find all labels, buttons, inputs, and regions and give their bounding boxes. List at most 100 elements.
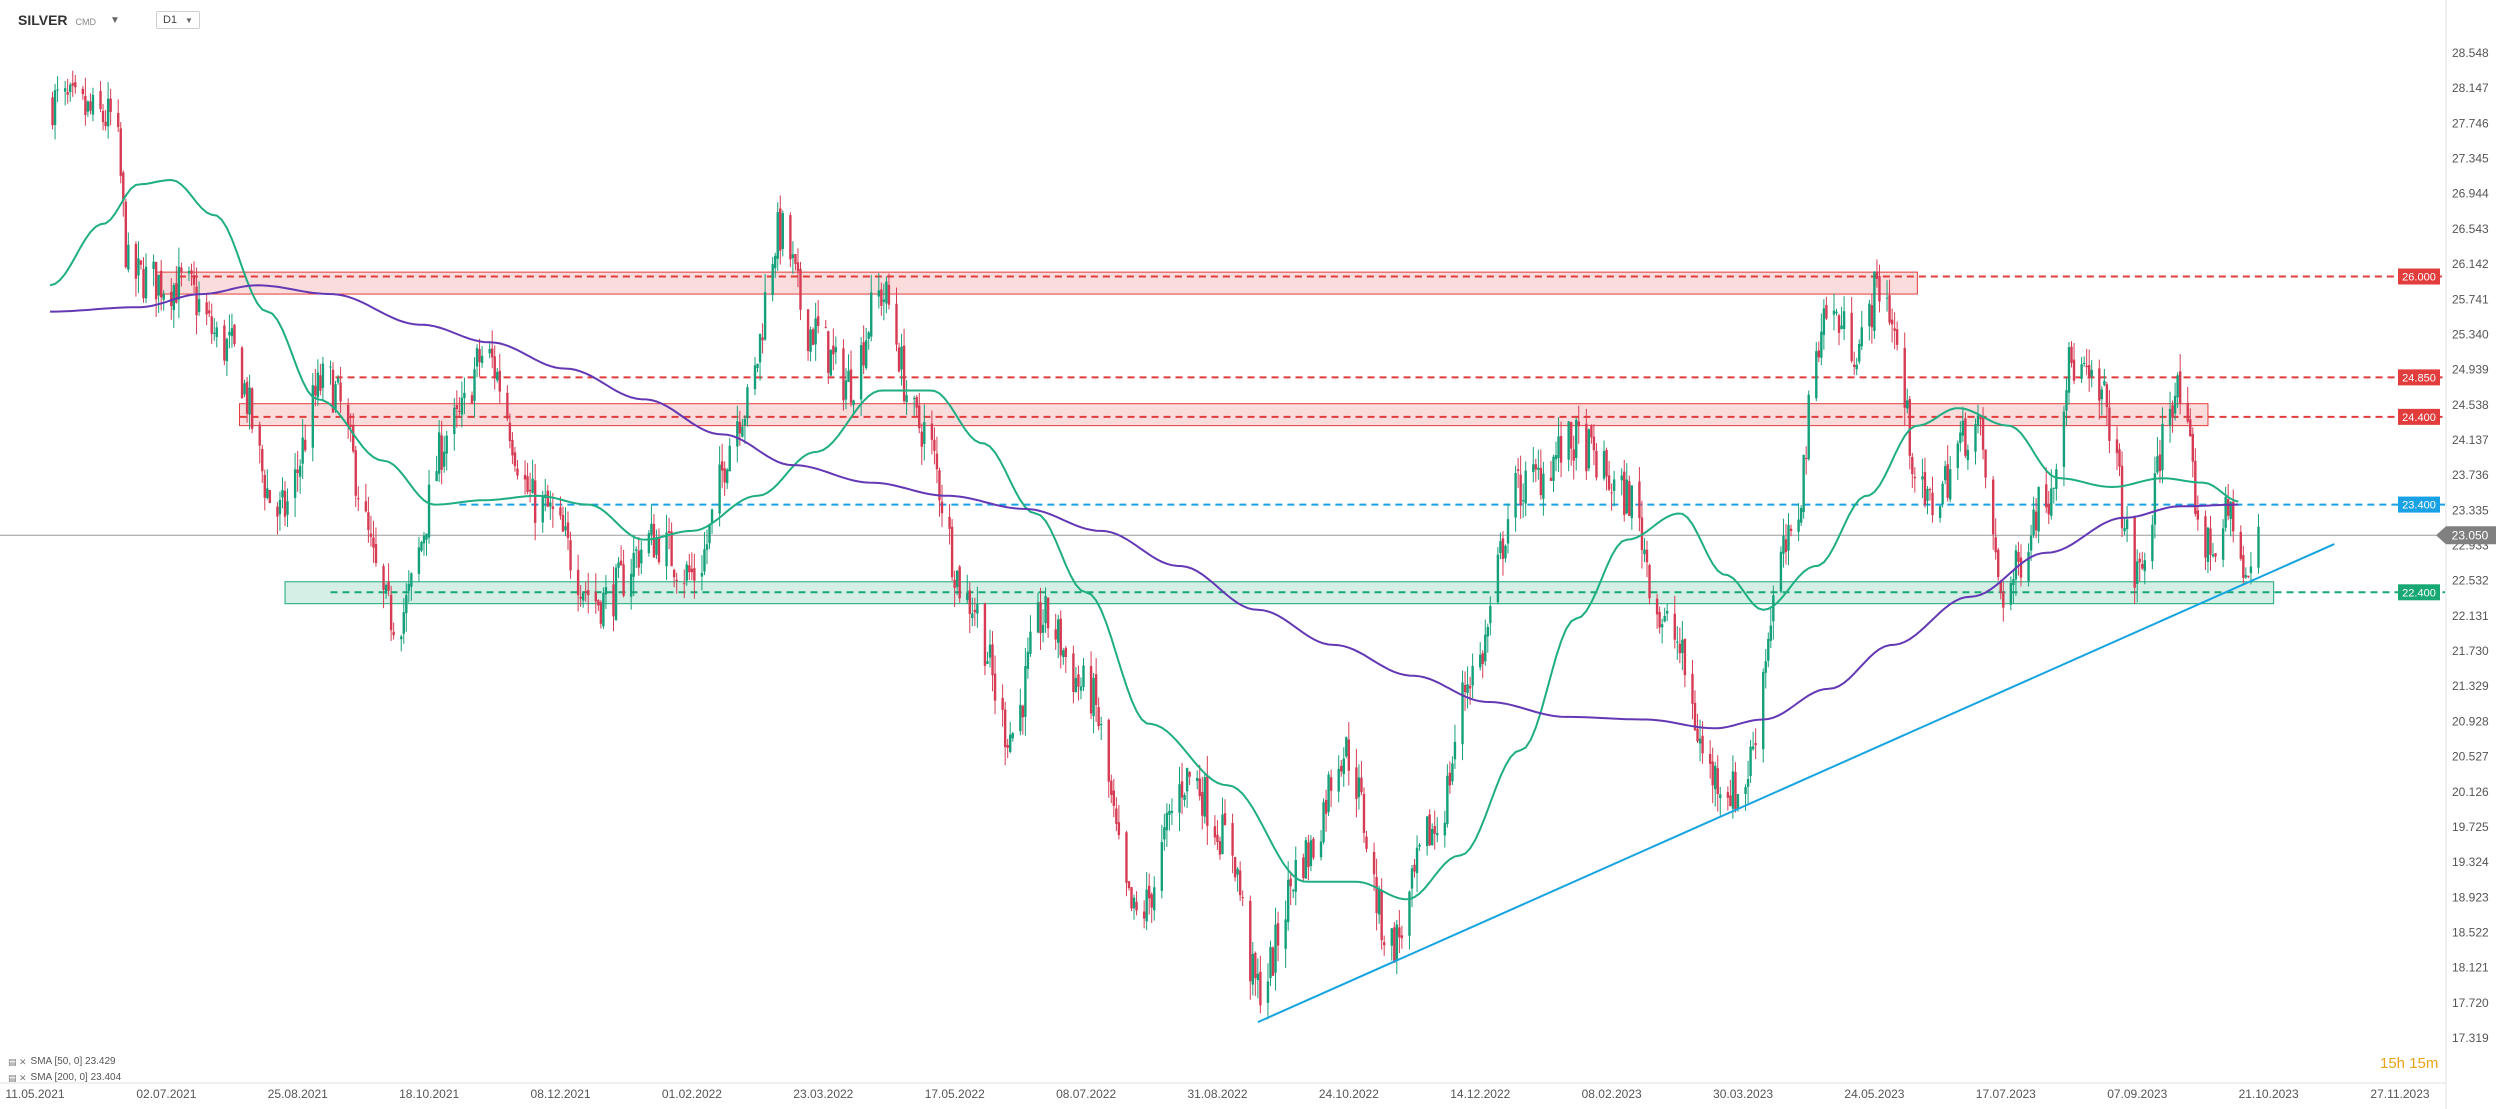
price-tick-label: 20.527: [2452, 750, 2489, 764]
candle-body-520: [1888, 295, 1891, 323]
candle-body-476: [1731, 771, 1735, 809]
candle-body-28: [144, 266, 148, 299]
candle-body-141: [546, 490, 549, 507]
candle-body-215: [809, 329, 812, 352]
candle-body-82: [336, 378, 340, 383]
candle-body-147: [566, 522, 570, 539]
chevron-down-icon[interactable]: ▼: [110, 14, 120, 26]
candle-body-270: [1003, 709, 1007, 748]
candle-body-379: [1390, 928, 1393, 946]
candle-body-541: [1961, 420, 1965, 436]
candle-body-436: [1590, 425, 1593, 438]
candle-body-39: [187, 270, 191, 274]
candle-body-58: [250, 388, 254, 429]
candle-body-81: [334, 384, 337, 409]
candle-body-511: [1855, 364, 1858, 370]
candle-body-594: [2151, 524, 2154, 562]
candle-body-145: [561, 515, 565, 532]
candle-body-355: [1304, 840, 1308, 879]
candle-body-255: [950, 526, 954, 578]
candle-body-391: [1431, 828, 1434, 846]
candle-body-282: [1044, 596, 1047, 624]
candle-body-562: [2034, 511, 2038, 531]
candle-body-64: [276, 506, 279, 517]
time-tick-label: 31.08.2022: [1187, 1087, 1247, 1101]
candle-body-314: [1160, 842, 1164, 891]
candle-body-620: [2242, 555, 2245, 579]
candle-body-190: [720, 461, 724, 471]
timeframe-select[interactable]: D1 ▼: [155, 11, 200, 29]
candle-body-74: [311, 385, 314, 448]
candle-body-126: [493, 356, 496, 378]
candle-body-453: [1648, 565, 1651, 599]
candle-timer: 15h 15m: [2380, 1055, 2439, 1072]
legend-sma200[interactable]: ▤ ✕ SMA [200, 0] 23.404: [8, 1070, 121, 1086]
candle-body-167: [637, 550, 640, 568]
candle-body-392: [1433, 826, 1436, 834]
candle-body-83: [339, 382, 342, 402]
legend-sma50[interactable]: ▤ ✕ SMA [50, 0] 23.429: [8, 1054, 121, 1070]
candle-body-123: [480, 355, 484, 364]
settings-icon[interactable]: ▤ ✕: [8, 1073, 27, 1083]
candle-body-542: [1964, 418, 1967, 456]
candle-body-413: [1506, 519, 1510, 544]
candle-body-374: [1372, 851, 1376, 875]
candle-body-161: [617, 562, 620, 568]
instrument-symbol[interactable]: SILVER: [18, 12, 68, 28]
candle-body-150: [579, 596, 582, 599]
candle-body-281: [1041, 624, 1045, 633]
candle-body-295: [1092, 677, 1095, 717]
candle-body-44: [205, 302, 208, 315]
candle-body-24: [134, 243, 138, 279]
candle-body-596: [2156, 456, 2159, 473]
candle-body-241: [900, 346, 903, 370]
candle-body-41: [192, 275, 196, 285]
candle-body-387: [1415, 847, 1419, 874]
candle-body-309: [1142, 911, 1146, 919]
candle-body-494: [1797, 519, 1800, 532]
candle-body-220: [827, 331, 830, 373]
legend-sma200-label: SMA [200, 0] 23.404: [30, 1072, 122, 1083]
candle-body-59: [258, 424, 261, 446]
candle-body-76: [316, 372, 320, 398]
candle-body-116: [458, 410, 461, 412]
candle-body-402: [1468, 685, 1472, 689]
candle-body-146: [564, 526, 567, 531]
candle-body-290: [1074, 677, 1078, 693]
candle-body-235: [880, 289, 883, 306]
candle-body-426: [1554, 455, 1558, 460]
candle-body-308: [1135, 901, 1138, 911]
candle-body-114: [453, 407, 456, 435]
candle-body-176: [670, 531, 673, 567]
candle-body-216: [811, 329, 815, 345]
candle-body-416: [1519, 474, 1522, 506]
sma200-line: [50, 284, 2239, 730]
candle-body-90: [367, 512, 370, 531]
candle-body-323: [1188, 771, 1191, 777]
candle-body-316: [1165, 812, 1169, 831]
candle-body-37: [177, 266, 181, 300]
candle-body-305: [1127, 881, 1131, 888]
candle-body-401: [1466, 684, 1469, 694]
candle-body-371: [1360, 777, 1363, 793]
time-tick-label: 17.05.2022: [925, 1087, 985, 1101]
candle-body-23: [127, 244, 130, 270]
candle-body-571: [2067, 347, 2071, 393]
price-tick-label: 27.345: [2452, 152, 2489, 166]
candle-body-218: [816, 316, 820, 327]
candle-body-481: [1749, 746, 1752, 776]
candle-body-611: [2209, 528, 2212, 555]
candle-body-52: [230, 328, 234, 337]
candle-body-259: [966, 593, 969, 601]
candle-body-427: [1557, 436, 1560, 459]
candle-body-446: [1625, 479, 1628, 514]
candle-body-128: [498, 370, 501, 392]
time-tick-label: 27.11.2023: [2370, 1087, 2429, 1101]
candle-body-168: [640, 549, 643, 564]
candle-body-40: [190, 270, 193, 274]
candle-body-490: [1782, 535, 1785, 554]
candle-body-273: [1011, 733, 1014, 739]
candle-body-377: [1380, 890, 1383, 941]
settings-icon[interactable]: ▤ ✕: [8, 1057, 27, 1067]
